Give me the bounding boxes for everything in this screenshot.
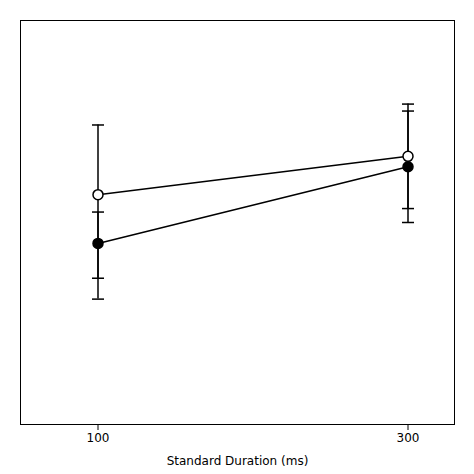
svg-text:Standard Duration (ms): Standard Duration (ms) xyxy=(167,454,309,468)
svg-text:100: 100 xyxy=(87,431,110,445)
svg-text:300: 300 xyxy=(397,431,420,445)
